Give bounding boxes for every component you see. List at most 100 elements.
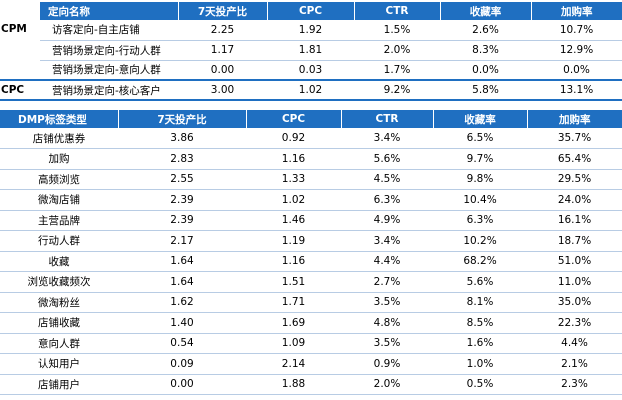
cart-value: 0.0% xyxy=(531,60,622,81)
cart-value: 51.0% xyxy=(527,251,622,272)
roi-value: 2.83 xyxy=(118,148,246,170)
roi-value: 3.00 xyxy=(178,79,267,101)
cart-value: 24.0% xyxy=(527,189,622,211)
cart-value: 10.7% xyxy=(531,20,622,41)
fav-value: 8.1% xyxy=(433,292,527,313)
header-cpc: CPC xyxy=(267,2,355,20)
cart-value: 35.0% xyxy=(527,292,622,313)
ctr-value: 4.5% xyxy=(341,169,433,190)
table-row: 收藏 1.64 1.16 4.4% 68.2% 51.0% xyxy=(0,251,622,272)
roi-value: 1.64 xyxy=(118,251,246,272)
header-cpc: CPC xyxy=(246,110,342,128)
cart-value: 12.9% xyxy=(531,40,622,61)
cpc-value: 1.16 xyxy=(246,251,341,272)
roi-value: 2.25 xyxy=(178,20,267,41)
table-row: 认知用户 0.09 2.14 0.9% 1.0% 2.1% xyxy=(0,353,622,375)
dmp-label: 加购 xyxy=(0,148,118,170)
fav-value: 10.4% xyxy=(433,189,527,211)
table-row: 营销场景定向-行动人群 1.17 1.81 2.0% 8.3% 12.9% xyxy=(0,40,622,61)
roi-value: 3.86 xyxy=(118,128,246,149)
table-row: 微淘粉丝 1.62 1.71 3.5% 8.1% 35.0% xyxy=(0,292,622,313)
dmp-label: 店铺优惠券 xyxy=(0,128,118,149)
fav-value: 10.2% xyxy=(433,230,527,252)
fav-value: 9.7% xyxy=(433,148,527,170)
ctr-value: 1.5% xyxy=(354,20,440,41)
ctr-value: 2.0% xyxy=(341,374,433,395)
fav-value: 5.8% xyxy=(440,79,531,101)
header-fav: 收藏率 xyxy=(440,2,532,20)
target-name: 营销场景定向-行动人群 xyxy=(40,40,178,61)
header-cart: 加购率 xyxy=(531,2,622,20)
header-cart: 加购率 xyxy=(527,110,622,128)
cpc-value: 0.92 xyxy=(246,128,341,149)
table-row: 微淘店铺 2.39 1.02 6.3% 10.4% 24.0% xyxy=(0,189,622,211)
ctr-value: 6.3% xyxy=(341,189,433,211)
dmp-label: 微淘粉丝 xyxy=(0,292,118,313)
cart-value: 11.0% xyxy=(527,271,622,293)
roi-value: 2.55 xyxy=(118,169,246,190)
cpc-value: 1.81 xyxy=(267,40,354,61)
cpc-value: 1.16 xyxy=(246,148,341,170)
fav-value: 8.5% xyxy=(433,312,527,334)
roi-value: 0.00 xyxy=(178,60,267,81)
dmp-label: 店铺收藏 xyxy=(0,312,118,334)
table-row: 行动人群 2.17 1.19 3.4% 10.2% 18.7% xyxy=(0,230,622,252)
header-roi: 7天投产比 xyxy=(118,110,247,128)
fav-value: 6.3% xyxy=(433,210,527,231)
cart-value: 22.3% xyxy=(527,312,622,334)
cart-value: 35.7% xyxy=(527,128,622,149)
cpc-value: 1.92 xyxy=(267,20,354,41)
table-row: 主营品牌 2.39 1.46 4.9% 6.3% 16.1% xyxy=(0,210,622,231)
cart-value: 2.3% xyxy=(527,374,622,395)
ctr-value: 5.6% xyxy=(341,148,433,170)
cart-value: 2.1% xyxy=(527,353,622,375)
cart-value: 29.5% xyxy=(527,169,622,190)
table-row: 浏览收藏频次 1.64 1.51 2.7% 5.6% 11.0% xyxy=(0,271,622,293)
target-name: 营销场景定向-核心客户 xyxy=(40,79,178,101)
cart-value: 16.1% xyxy=(527,210,622,231)
roi-value: 2.39 xyxy=(118,210,246,231)
fav-value: 0.0% xyxy=(440,60,531,81)
header-fav: 收藏率 xyxy=(433,110,528,128)
cpc-value: 1.33 xyxy=(246,169,341,190)
target-name: 营销场景定向-意向人群 xyxy=(40,60,178,81)
dmp-header-row: DMP标签类型 7天投产比 CPC CTR 收藏率 加购率 xyxy=(0,110,622,128)
targeting-header-row: 定向名称 7天投产比 CPC CTR 收藏率 加购率 xyxy=(0,2,622,20)
roi-value: 1.17 xyxy=(178,40,267,61)
dmp-label: 微淘店铺 xyxy=(0,189,118,211)
ctr-value: 4.9% xyxy=(341,210,433,231)
dmp-label: 收藏 xyxy=(0,251,118,272)
dmp-label: 浏览收藏频次 xyxy=(0,271,118,293)
dmp-label: 主营品牌 xyxy=(0,210,118,231)
header-blank xyxy=(0,2,40,20)
ctr-value: 3.5% xyxy=(341,292,433,313)
ctr-value: 4.8% xyxy=(341,312,433,334)
fav-value: 1.0% xyxy=(433,353,527,375)
table-row: 加购 2.83 1.16 5.6% 9.7% 65.4% xyxy=(0,148,622,170)
fav-value: 2.6% xyxy=(440,20,531,41)
roi-value: 2.17 xyxy=(118,230,246,252)
ctr-value: 3.5% xyxy=(341,333,433,354)
dmp-label: 认知用户 xyxy=(0,353,118,375)
dmp-table: DMP标签类型 7天投产比 CPC CTR 收藏率 加购率 店铺优惠券 3.86 0… xyxy=(0,110,622,395)
header-ctr: CTR xyxy=(354,2,441,20)
cpc-value: 1.69 xyxy=(246,312,341,334)
cpc-value: 1.19 xyxy=(246,230,341,252)
fav-value: 5.6% xyxy=(433,271,527,293)
cpc-value: 1.88 xyxy=(246,374,341,395)
fav-value: 8.3% xyxy=(440,40,531,61)
header-target-name: 定向名称 xyxy=(40,2,179,20)
cpc-value: 1.71 xyxy=(246,292,341,313)
table-row: 店铺用户 0.00 1.88 2.0% 0.5% 2.3% xyxy=(0,374,622,395)
ctr-value: 9.2% xyxy=(354,79,440,101)
ctr-value: 1.7% xyxy=(354,60,440,81)
dmp-label: 行动人群 xyxy=(0,230,118,252)
table-row: CPC 营销场景定向-核心客户 3.00 1.02 9.2% 5.8% 13.1… xyxy=(0,79,622,101)
dmp-label: 店铺用户 xyxy=(0,374,118,395)
roi-value: 0.00 xyxy=(118,374,246,395)
ctr-value: 3.4% xyxy=(341,128,433,149)
cpc-value: 1.09 xyxy=(246,333,341,354)
cpc-value: 1.46 xyxy=(246,210,341,231)
cpc-value: 1.51 xyxy=(246,271,341,293)
fav-value: 9.8% xyxy=(433,169,527,190)
